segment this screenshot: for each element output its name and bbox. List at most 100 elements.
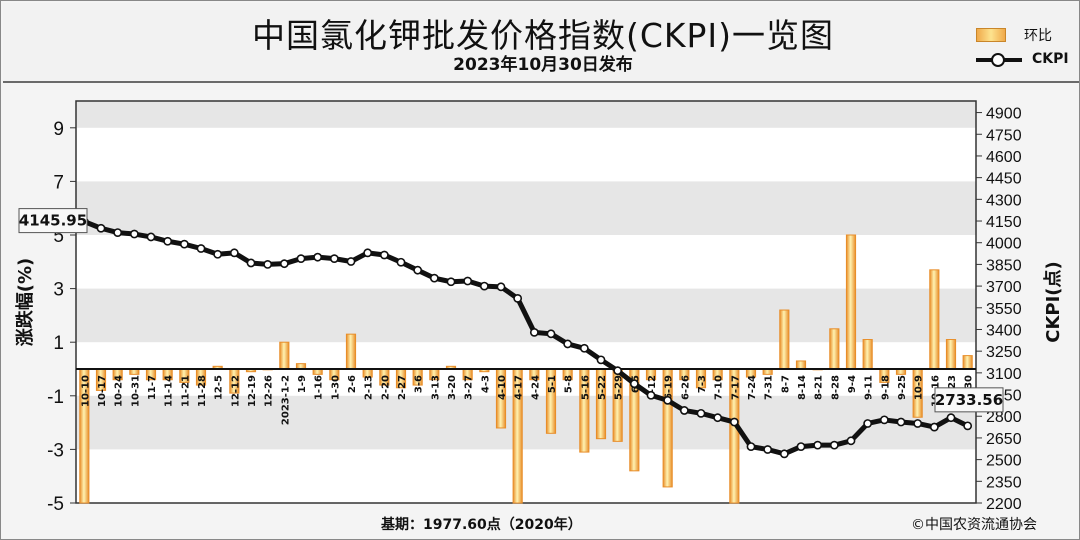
ckpi-point	[646, 390, 656, 400]
ckpi-point	[496, 282, 506, 292]
chart-legend: 环比 CKPI	[968, 19, 1078, 75]
category-label: 1-16	[314, 375, 325, 400]
category-label: 7-31	[764, 375, 775, 400]
ckpi-point	[113, 228, 123, 237]
ckpi-point	[579, 343, 589, 353]
bar-2-6	[345, 333, 357, 370]
last-point-label-box	[934, 387, 1004, 413]
category-label: 7-3	[697, 375, 708, 393]
category-label: 3-13	[430, 375, 441, 400]
category-label: 12-12	[230, 375, 241, 407]
category-label: 9-4	[847, 375, 858, 393]
bar-2023-1-2	[279, 341, 290, 370]
grid-band	[76, 181, 976, 235]
ckpi-point	[446, 277, 456, 287]
bar-9-11	[862, 339, 873, 370]
category-label: 8-28	[830, 375, 841, 400]
ckpi-point	[229, 248, 239, 258]
category-label: 12-19	[247, 375, 258, 407]
ckpi-point	[179, 239, 189, 249]
bar-10-30	[962, 355, 973, 370]
ckpi-point	[696, 408, 706, 418]
category-label: 8-14	[797, 375, 808, 400]
left-axis-tick-label: 5	[53, 226, 64, 247]
ckpi-point	[529, 327, 539, 337]
ckpi-point	[629, 379, 639, 389]
legend-item-line: CKPI	[976, 51, 1069, 67]
right-axis-tick-label: 3250	[986, 344, 1022, 361]
ckpi-point	[413, 265, 423, 275]
ckpi-point	[479, 281, 489, 291]
right-axis-tick-label: 4150	[986, 214, 1022, 231]
category-label: 1-30	[330, 375, 341, 400]
ckpi-point	[146, 232, 156, 242]
bar-8-7	[779, 309, 790, 370]
category-label: 12-26	[264, 375, 275, 407]
category-label: 1-9	[297, 375, 308, 393]
category-label: 11-7	[147, 375, 158, 400]
ckpi-point	[779, 449, 789, 459]
category-label: 7-17	[730, 375, 741, 400]
first-point-label-box	[18, 208, 88, 234]
category-label: 2-13	[364, 375, 375, 400]
footer-base-period: 基期：1977.60点（2020年）	[381, 517, 582, 533]
ckpi-chart: -5-3-113579涨跌幅(%)22002350250026502800295…	[14, 100, 1064, 511]
bar-8-14	[795, 360, 807, 370]
right-axis-tick-label: 3100	[986, 366, 1022, 383]
ckpi-point	[763, 445, 773, 454]
category-label: 5-22	[597, 375, 608, 400]
ckpi-point	[596, 355, 606, 365]
last-point-label: 2733.56	[935, 391, 1003, 409]
ckpi-point	[463, 276, 473, 286]
category-label: 2-6	[347, 375, 358, 393]
right-axis-tick-label: 4900	[986, 106, 1022, 123]
bar-10-23	[945, 339, 957, 370]
chart-header: 中国氯化钾批发价格指数(CKPI)一览图 2023年10月30日发布 环比 CK…	[3, 3, 1079, 83]
legend-line-label: CKPI	[1032, 51, 1069, 67]
plot-border	[75, 100, 977, 504]
category-label: 5-8	[564, 375, 575, 393]
ckpi-point	[863, 419, 873, 428]
category-label: 10-10	[80, 375, 91, 407]
ckpi-point	[746, 442, 756, 452]
category-label: 5-29	[614, 375, 625, 400]
category-label: 3-27	[464, 375, 475, 400]
ckpi-point	[263, 260, 273, 269]
right-axis-tick-label: 3400	[986, 322, 1022, 339]
left-axis-title: 涨跌幅(%)	[14, 258, 36, 347]
ckpi-point	[913, 419, 923, 428]
right-axis-tick-label: 4000	[986, 236, 1022, 253]
right-axis-tick-label: 2650	[986, 431, 1022, 448]
category-label: 10-9	[914, 375, 925, 400]
category-label: 8-7	[780, 375, 791, 393]
category-label: 2-20	[380, 375, 391, 400]
right-axis-title: CKPI(点)	[1042, 261, 1064, 343]
ckpi-point	[813, 440, 823, 450]
right-axis-tick-label: 4300	[986, 192, 1022, 209]
first-point-label: 4145.95	[19, 212, 87, 230]
ckpi-point	[329, 254, 339, 264]
left-axis-tick-label: 9	[53, 119, 64, 140]
category-label: 10-24	[114, 375, 125, 407]
category-label: 5-16	[580, 375, 591, 400]
bar-9-4	[845, 234, 857, 370]
ckpi-point	[546, 329, 556, 339]
ckpi-point	[879, 415, 889, 425]
ckpi-point	[296, 254, 306, 264]
right-axis-tick-label: 4450	[986, 171, 1022, 188]
category-label: 12-5	[214, 375, 225, 400]
ckpi-point	[96, 223, 106, 233]
category-label: 7-24	[747, 375, 758, 400]
left-axis-tick-label: 1	[53, 333, 64, 354]
right-axis-tick-label: 3550	[986, 301, 1022, 318]
category-label: 4-10	[497, 375, 508, 400]
category-label: 4-24	[530, 375, 541, 400]
right-axis-tick-label: 2200	[986, 496, 1022, 511]
category-label: 11-28	[197, 375, 208, 407]
ckpi-point	[129, 229, 139, 239]
ckpi-point	[213, 249, 223, 259]
ckpi-point	[929, 422, 939, 432]
category-label: 9-25	[897, 375, 908, 400]
legend-bar-label: 环比	[1024, 28, 1052, 44]
